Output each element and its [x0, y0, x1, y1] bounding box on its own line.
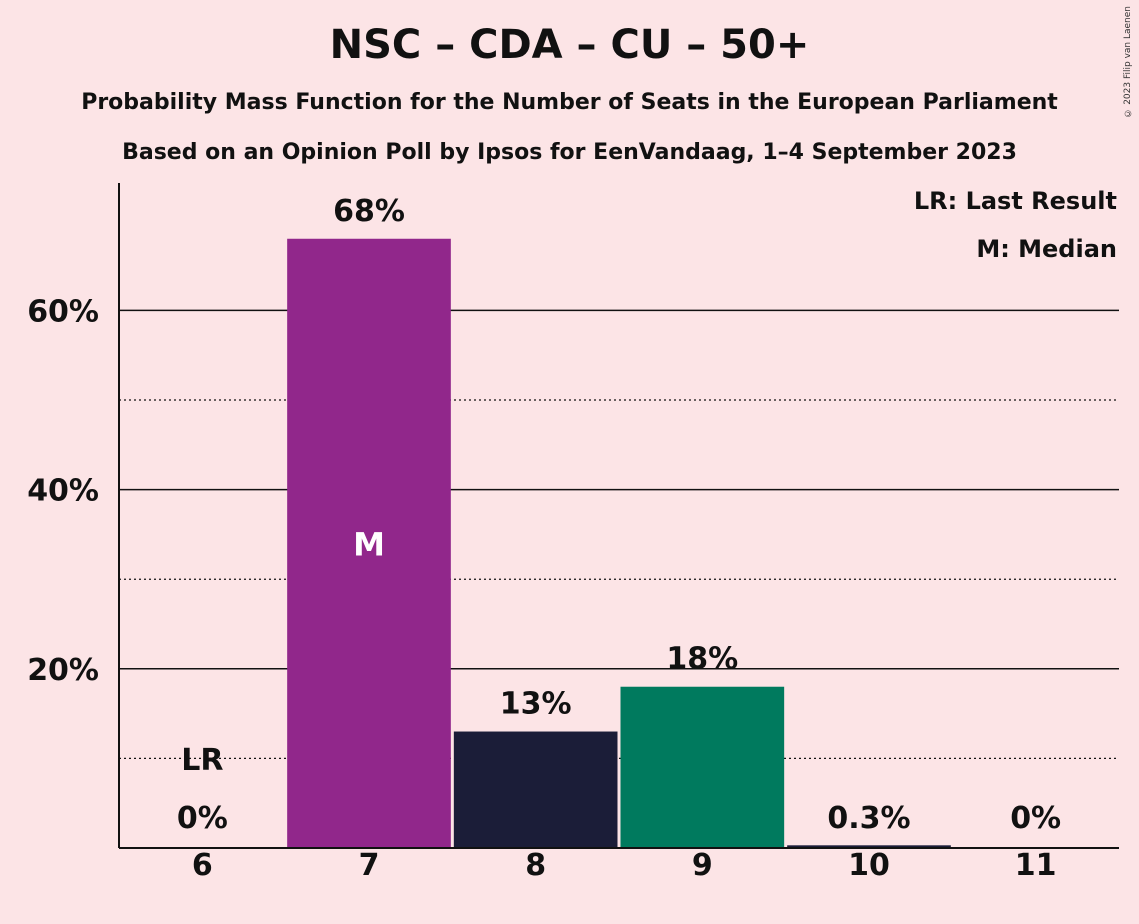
- data-label: 13%: [500, 687, 572, 722]
- x-tick-label: 10: [848, 848, 890, 883]
- bar-seat-7: [287, 238, 451, 848]
- last-result-marker: LR: [181, 743, 223, 778]
- bar-seat-10: [787, 845, 951, 848]
- gridlines: 20% 40% 60%: [27, 294, 1119, 760]
- x-tick-label: 6: [192, 848, 213, 883]
- x-tick-label: 8: [525, 848, 546, 883]
- legend-last-result: LR: Last Result: [914, 187, 1117, 215]
- data-label: 0%: [177, 801, 228, 836]
- y-tick-label: 60%: [27, 294, 99, 329]
- data-label: 0.3%: [827, 801, 910, 836]
- bar-seat-8: [453, 731, 618, 848]
- axes: [118, 183, 1119, 849]
- y-tick-label: 20%: [27, 653, 99, 688]
- bars: [287, 238, 951, 848]
- chart-subtitle: Probability Mass Function for the Number…: [81, 90, 1058, 115]
- data-label: 0%: [1010, 801, 1061, 836]
- data-label: 68%: [333, 194, 405, 229]
- data-label: 18%: [666, 642, 738, 677]
- bar-seat-9: [620, 686, 785, 848]
- x-tick-label: 11: [1015, 848, 1057, 883]
- x-tick-label: 7: [359, 848, 380, 883]
- x-tick-label: 9: [692, 848, 713, 883]
- y-tick-label: 40%: [27, 474, 99, 509]
- chart-title: NSC – CDA – CU – 50+: [329, 22, 810, 68]
- value-labels: 0% 6 LR 68% 7 M 13% 8 18% 9 0.3% 10 0% 11: [177, 194, 1061, 883]
- chart-subtitle-source: Based on an Opinion Poll by Ipsos for Ee…: [122, 140, 1017, 165]
- median-marker: M: [353, 525, 385, 563]
- legend-median: M: Median: [976, 235, 1117, 263]
